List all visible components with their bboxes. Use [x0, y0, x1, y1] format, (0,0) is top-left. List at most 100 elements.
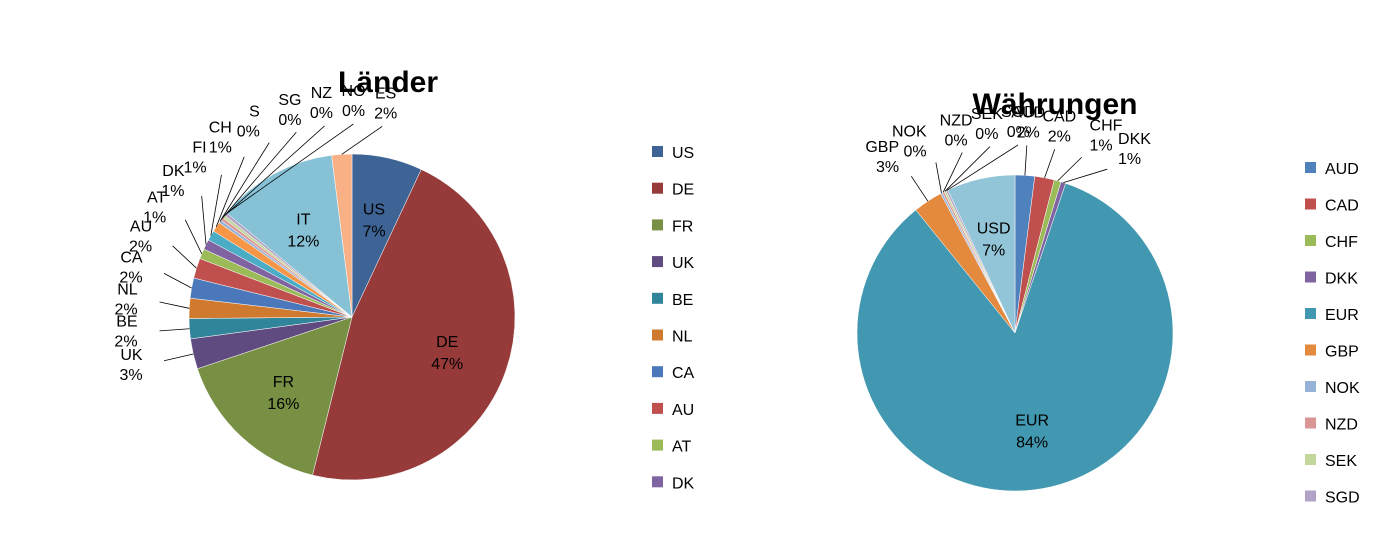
data-label: SG 0% — [278, 92, 301, 129]
data-label-category: SG — [278, 92, 301, 109]
data-label-value: 2% — [374, 106, 397, 123]
data-label: DK 1% — [161, 163, 184, 200]
data-label: NZD 0% — [940, 112, 973, 149]
data-label-category: DK — [162, 163, 185, 180]
leader-line — [159, 328, 190, 332]
legend-label: AU — [672, 402, 694, 419]
data-label: SGD 0% — [1001, 104, 1036, 141]
leader-line — [223, 125, 325, 217]
legend-swatch — [652, 292, 663, 304]
data-label-category: US — [363, 201, 385, 218]
data-label-value: 16% — [267, 396, 299, 413]
pie-slice — [197, 316, 353, 476]
data-label-value: 7% — [362, 223, 385, 240]
data-label: NZ 0% — [310, 85, 333, 122]
data-label-category: CAD — [1042, 109, 1076, 126]
legend-label: CA — [672, 365, 695, 382]
data-label: US 7% — [362, 201, 385, 240]
data-label: UK 3% — [119, 347, 142, 384]
data-label-category: AT — [147, 190, 166, 207]
chart-title: Währungen — [973, 88, 1138, 121]
data-label-value: 0% — [945, 132, 968, 149]
data-label-category: BE — [116, 313, 137, 330]
data-label-category: EUR — [1015, 412, 1049, 429]
leader-line — [1044, 149, 1056, 178]
legend-swatch — [652, 366, 663, 378]
data-label-value: 1% — [161, 183, 184, 200]
data-label: CHF 1% — [1090, 118, 1123, 155]
legend-label: SEK — [1325, 453, 1357, 470]
data-label-value: 3% — [119, 367, 142, 384]
legend-swatch — [652, 476, 663, 488]
data-label-value: 84% — [1016, 434, 1048, 451]
data-label: CAD 2% — [1042, 109, 1076, 146]
data-label: IT 12% — [287, 211, 319, 250]
leader-line — [225, 123, 354, 215]
legend-label: CHF — [1325, 234, 1358, 251]
leader-line — [946, 144, 1019, 191]
legend-label: AT — [672, 439, 691, 456]
leader-line — [163, 273, 192, 289]
leader-line — [219, 142, 270, 222]
data-label: NO 0% — [342, 83, 366, 120]
data-label: SEK 0% — [971, 106, 1003, 143]
data-label: FR 16% — [267, 374, 299, 413]
legend-swatch — [652, 146, 663, 157]
leader-line — [159, 301, 190, 309]
data-label-value: 0% — [310, 105, 333, 122]
data-label: DE 47% — [431, 334, 463, 373]
data-label-category: DKK — [1118, 131, 1151, 148]
legend-label: AUD — [1325, 161, 1359, 178]
data-label-value: 2% — [115, 301, 138, 318]
data-label: AU 2% — [129, 219, 152, 256]
pie-slice — [312, 169, 516, 481]
leader-line — [935, 162, 942, 194]
data-label: GBP 3% — [865, 139, 899, 176]
data-label-value: 0% — [278, 112, 301, 129]
leader-line — [341, 126, 383, 155]
data-label-value: 12% — [287, 233, 319, 250]
data-label-value: 2% — [1048, 129, 1071, 146]
data-label-category: ES — [375, 86, 396, 103]
data-label-value: 3% — [876, 159, 899, 176]
legend-label: NL — [672, 329, 693, 346]
legend-label: NOK — [1325, 380, 1360, 397]
data-label-value: 2% — [129, 239, 152, 256]
leader-line — [910, 175, 929, 202]
legend-swatch — [1305, 235, 1316, 246]
data-label: CH 1% — [209, 120, 232, 157]
data-label-category: NL — [117, 281, 138, 298]
data-label-value: 2% — [119, 269, 142, 286]
data-label-category: CA — [120, 249, 143, 266]
data-label-category: AUD — [1011, 104, 1045, 121]
leader-line — [215, 156, 245, 227]
legend-label: US — [672, 145, 694, 162]
data-label: FI 1% — [183, 140, 206, 177]
data-label-category: UK — [120, 347, 143, 364]
legend-label: NZD — [1325, 417, 1358, 434]
leader-line — [944, 146, 991, 192]
data-label-value: 2% — [1017, 124, 1040, 141]
legend-label: EUR — [1325, 307, 1359, 324]
data-label-category: SGD — [1001, 104, 1036, 121]
legend-swatch — [1305, 454, 1316, 465]
data-label-category: NO — [342, 83, 366, 100]
data-label: S 0% — [237, 104, 260, 141]
leader-line — [210, 174, 222, 236]
leader-line — [221, 131, 297, 220]
data-label-value: 47% — [431, 356, 463, 373]
legend-label: DK — [672, 475, 695, 492]
data-label-category: NZ — [311, 85, 333, 102]
legend-label: CAD — [1325, 198, 1359, 215]
legend-label: FR — [672, 218, 693, 235]
legend-swatch — [652, 219, 663, 231]
data-label: ES 2% — [374, 86, 397, 123]
data-label-value: 7% — [982, 242, 1005, 259]
legend-label: DE — [672, 182, 694, 199]
data-label: USD 7% — [977, 220, 1011, 259]
data-label-value: 1% — [209, 140, 232, 157]
legend-swatch — [1305, 308, 1316, 319]
data-label: AUD 2% — [1011, 104, 1045, 141]
data-label: NOK 0% — [892, 123, 927, 160]
